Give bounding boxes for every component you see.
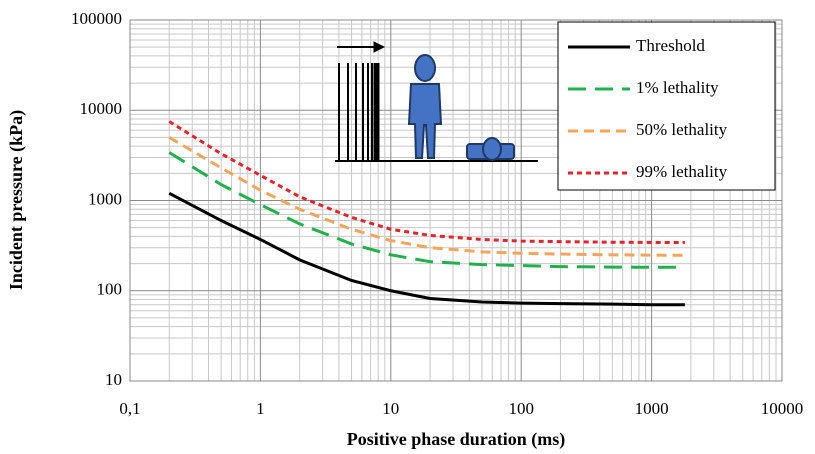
legend-box — [557, 21, 776, 191]
y-tick-label: 1000 — [88, 189, 122, 208]
legend-label: 1% lethality — [636, 78, 719, 97]
illustration — [335, 41, 538, 162]
legend-label: Threshold — [636, 36, 705, 55]
grid — [129, 19, 783, 382]
x-axis-title: Positive phase duration (ms) — [347, 429, 566, 450]
lying-person — [466, 137, 515, 161]
y-axis-title: Incident pressure (kPa) — [6, 110, 27, 290]
legend-label: 50% lethality — [636, 120, 728, 139]
x-tick-label: 10 — [382, 399, 399, 418]
y-tick-label: 100 — [97, 280, 123, 299]
series-line — [168, 120, 685, 245]
y-tick-label: 10 — [105, 370, 122, 389]
arrow-head — [373, 41, 386, 53]
series-line — [168, 192, 685, 307]
x-tick-label: 0,1 — [119, 399, 140, 418]
x-tick-label: 1 — [256, 399, 265, 418]
plot-frame — [129, 19, 783, 382]
standing-person — [407, 54, 443, 159]
y-tick-label: 100000 — [71, 9, 122, 28]
series-line — [168, 136, 685, 257]
legend-label: 99% lethality — [636, 162, 728, 181]
y-tick-label: 10000 — [80, 99, 123, 118]
series-line — [168, 151, 685, 269]
x-tick-label: 100 — [508, 399, 534, 418]
x-tick-label: 1000 — [635, 399, 669, 418]
x-tick-label: 10000 — [761, 399, 804, 418]
lines — [168, 120, 685, 307]
legend: Threshold 1% lethality 50% lethality 99% le… — [557, 21, 776, 191]
pulse-bars — [338, 63, 380, 161]
